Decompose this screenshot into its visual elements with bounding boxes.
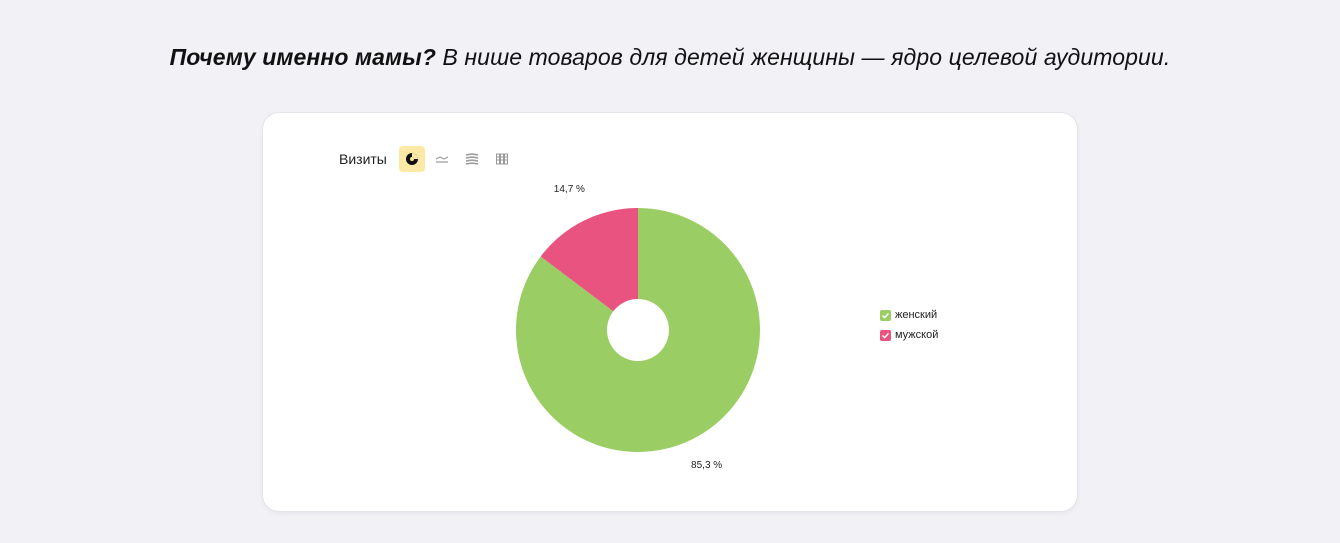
pie-chart: 85,3 % 14,7 % xyxy=(516,184,760,471)
line-chart-button[interactable] xyxy=(429,146,455,172)
bar-chart-icon xyxy=(495,153,508,165)
legend-item-male[interactable]: мужской xyxy=(880,325,938,345)
pie-chart-icon xyxy=(405,153,418,165)
line-chart-icon xyxy=(435,156,449,163)
legend-item-female[interactable]: женский xyxy=(880,305,938,325)
data-label: 85,3 % xyxy=(691,460,722,471)
headline-bold: Почему именно мамы? xyxy=(169,44,436,70)
chart-toolbar: Визиты xyxy=(339,146,519,172)
chart-legend: женский мужской xyxy=(880,305,938,345)
headline: Почему именно мамы? В нише товаров для д… xyxy=(0,44,1340,71)
pie-slice-male[interactable] xyxy=(540,208,638,312)
chart-title: Визиты xyxy=(339,151,387,167)
checkbox-icon[interactable] xyxy=(880,329,891,341)
headline-rest: В нише товаров для детей женщины — ядро … xyxy=(436,44,1171,70)
legend-label: женский xyxy=(895,309,938,321)
area-chart-icon xyxy=(465,153,478,165)
area-chart-button[interactable] xyxy=(459,146,485,172)
checkbox-icon[interactable] xyxy=(880,309,891,321)
pie-slice-female[interactable] xyxy=(516,208,760,452)
bar-chart-button[interactable] xyxy=(489,146,515,172)
chart-card: Визиты xyxy=(263,113,1077,511)
pie-chart-button[interactable] xyxy=(398,146,425,172)
legend-label: мужской xyxy=(895,329,939,341)
data-label: 14,7 % xyxy=(554,184,585,195)
